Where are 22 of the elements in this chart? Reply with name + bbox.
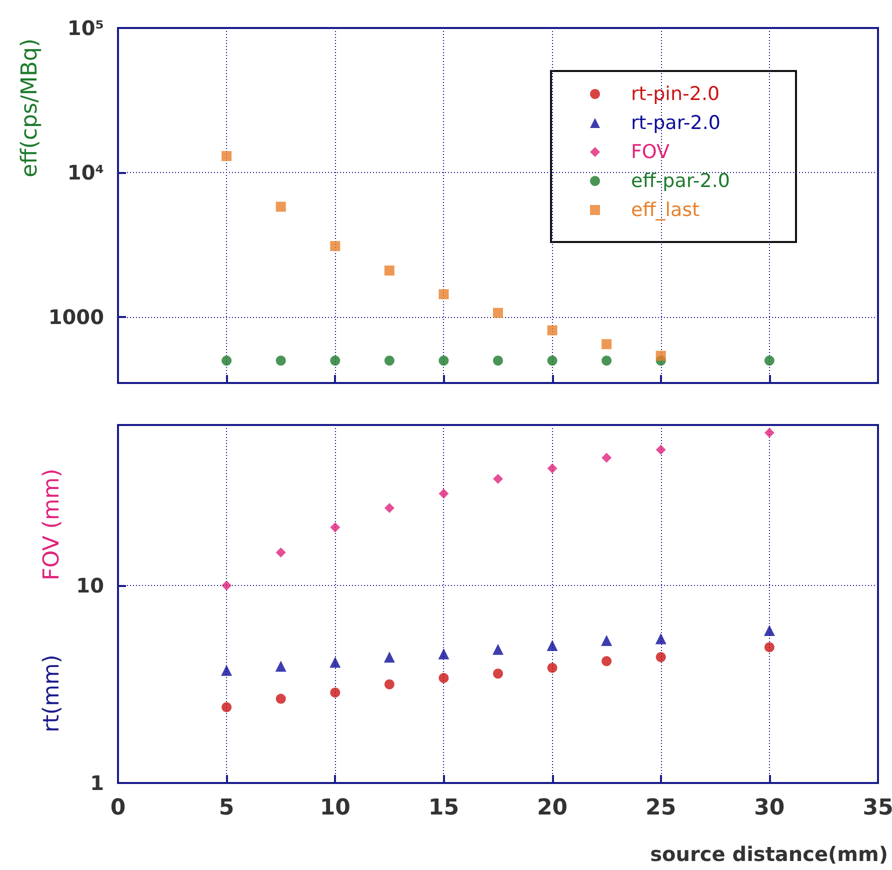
x-tick-label: 15 (428, 796, 460, 820)
y-tick-label: 10⁵ (67, 16, 104, 40)
y-tick-label: 10 (76, 574, 104, 598)
y-tick-label: 1000 (48, 305, 104, 330)
x-tick-label: 30 (754, 796, 785, 820)
x-tick-label: 0 (110, 796, 126, 820)
x-tick-label: 5 (218, 796, 234, 820)
y-axis-title: rt(mm) (40, 654, 64, 732)
x-axis-title: source distance(mm) (650, 842, 888, 866)
text: FOV (mm) (40, 468, 64, 580)
x-tick-label: 20 (536, 796, 568, 820)
y-tick-label: 10⁴ (67, 160, 104, 185)
x-tick-label: 25 (646, 796, 676, 820)
x-tick-label: 10 (320, 796, 350, 820)
legend-label: rt-pin-2.0 (631, 83, 720, 105)
legend-label: FOV (631, 141, 670, 163)
y-axis-title: eff(cps/MBq) (18, 38, 42, 178)
legend-label: eff-par-2.0 (631, 170, 730, 192)
legend-label: rt-par-2.0 (631, 112, 720, 134)
y-tick-label: 1 (90, 771, 104, 795)
legend-label: eff_last (631, 199, 700, 221)
x-tick-label: 35 (862, 796, 892, 820)
